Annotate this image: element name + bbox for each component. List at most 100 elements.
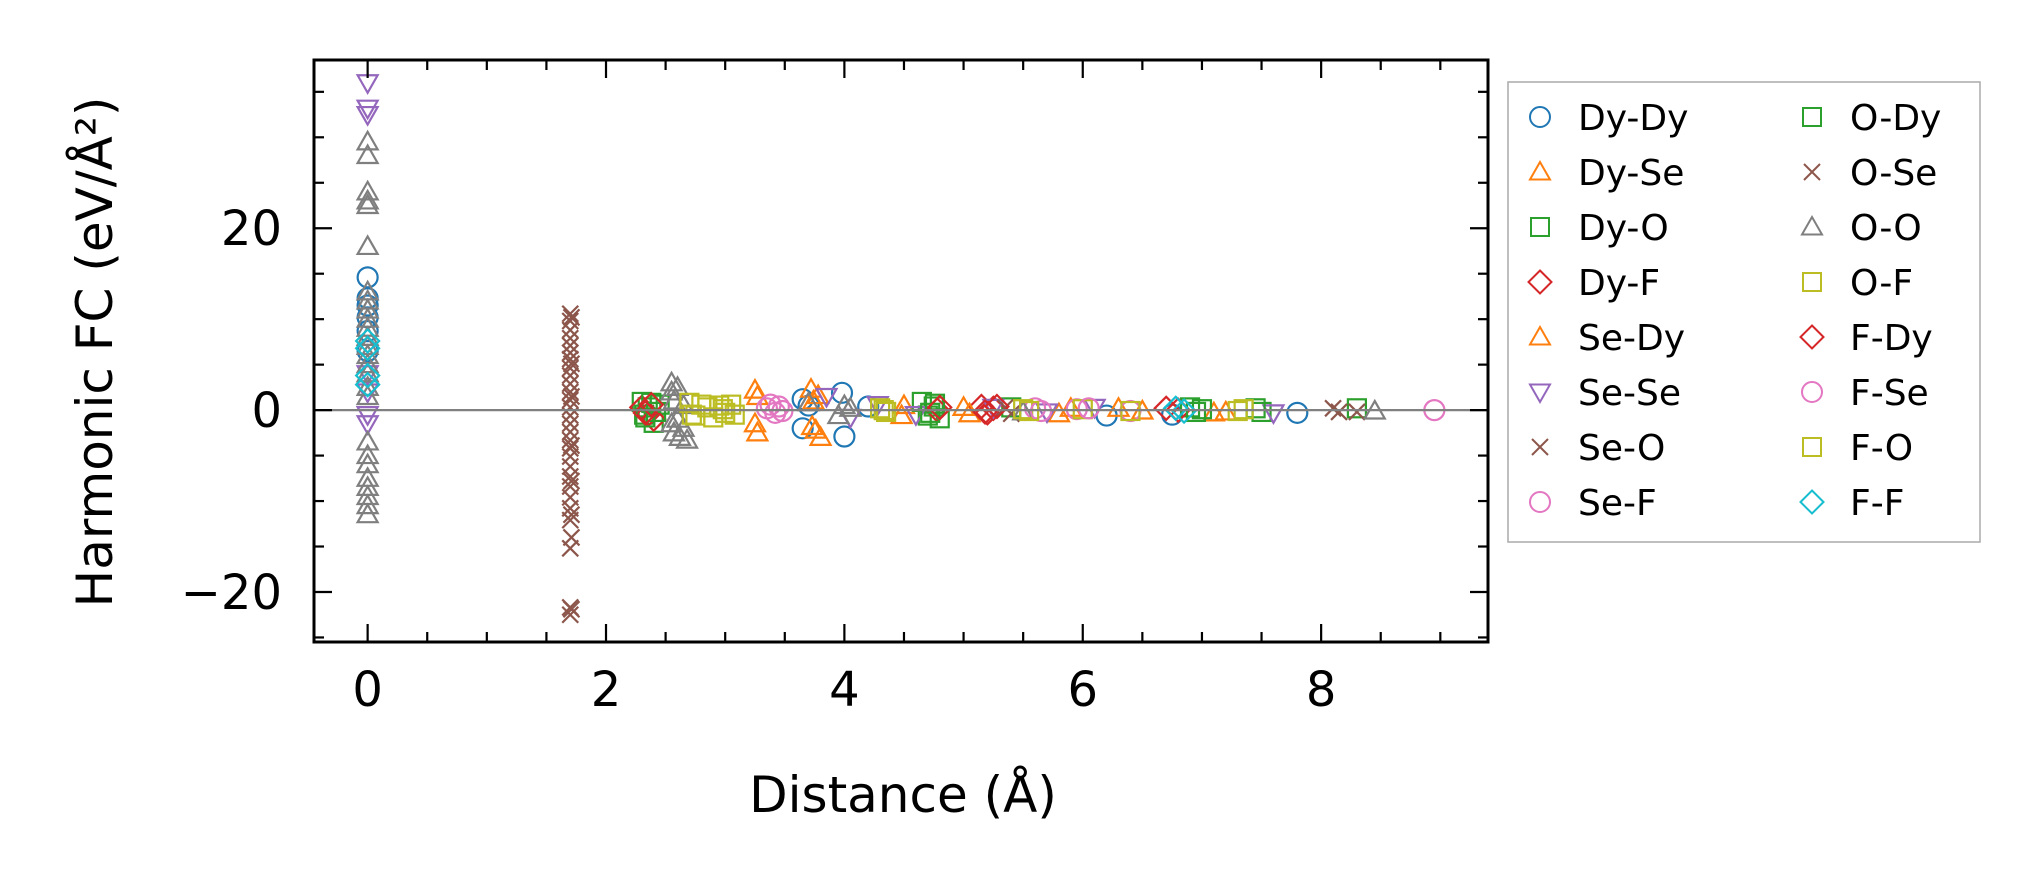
data-point [561,431,580,449]
series-o-o [355,129,1387,524]
data-point [662,388,686,410]
legend-marker [1528,324,1552,346]
series-f-f [354,327,1198,425]
legend-marker [1531,438,1549,456]
data-point [632,399,659,426]
y-tick-label: 20 [221,201,282,257]
data-point [355,99,380,121]
data-point [1261,404,1286,426]
x-tick-label: 6 [1067,662,1098,718]
legend-marker [1803,163,1821,181]
x-axis-label: Distance (Å) [749,766,1057,824]
legend-label: F-F [1850,483,1904,524]
data-point [1058,396,1083,417]
data-point [356,266,379,289]
series-f-dy [632,391,1180,426]
data-point [355,129,380,151]
data-point [355,143,380,165]
data-point [833,425,856,448]
legend-marker [1800,214,1824,236]
data-point [354,362,381,389]
data-point [562,354,581,373]
data-point [724,404,745,425]
legend-marker [1802,107,1822,127]
data-point [355,429,380,451]
data-point [562,387,581,406]
legend-item: O-F [1802,263,1913,304]
legend-item: O-Dy [1802,98,1941,139]
data-point [355,193,380,215]
legend-label: F-O [1850,428,1913,469]
data-point [638,391,665,418]
data-point [354,327,381,355]
legend-item: F-F [1799,483,1904,524]
legend-item: Dy-Dy [1529,98,1688,139]
data-point [562,505,581,524]
data-point [355,361,380,383]
x-tick-label: 0 [352,662,383,718]
data-point [562,472,581,490]
legend-marker [1799,489,1825,515]
legend-label: O-O [1850,208,1922,249]
data-point [561,383,580,401]
data-point [808,425,833,446]
data-point [561,359,580,378]
x-tick-label: 2 [591,662,622,718]
x-tick-label: 8 [1306,662,1337,718]
legend-item: F-O [1802,428,1913,469]
data-point [355,105,380,127]
legend-item: Se-Se [1528,373,1681,414]
legend-label: Se-F [1578,483,1657,524]
data-point [562,600,581,619]
data-point [801,388,826,410]
legend-marker [1802,272,1822,292]
data-point [659,379,684,401]
legend-marker [1528,383,1552,405]
y-axis-label: Harmonic FC (eV/Å²) [66,97,124,608]
legend-marker [1529,491,1551,513]
data-point [665,375,690,396]
data-point [767,395,790,418]
legend-label: Dy-Dy [1578,98,1688,139]
legend-item: Se-F [1529,483,1657,524]
data-point [889,403,914,425]
data-point [355,443,380,465]
legend-label: Se-O [1578,428,1665,469]
data-point [561,336,580,355]
data-point [743,411,767,433]
data-point [561,423,580,441]
tick-labels: 0 2 4 6 8 −20 0 20 [181,201,1337,718]
data-point [1035,403,1059,425]
data-point [355,384,380,406]
data-point [355,502,380,524]
data-point [832,393,857,415]
legend-label: O-Dy [1850,98,1941,139]
legend-item: Dy-F [1527,263,1660,304]
data-point [791,417,814,440]
data-point [876,401,897,423]
data-point [355,493,380,515]
legend-item: Se-O [1531,428,1665,469]
data-point [675,427,699,449]
legend-item: O-O [1800,208,1922,249]
legend-item: Dy-Se [1528,153,1684,194]
data-point [800,414,825,436]
data-point [662,420,686,442]
legend-marker [1528,159,1552,181]
data-point [745,420,770,442]
data-point [355,452,380,474]
legend-label: Se-Se [1578,373,1681,414]
data-point [870,398,891,419]
legend-marker [1802,437,1822,457]
data-point [996,398,1015,417]
legend-item: Se-Dy [1528,318,1685,359]
legend-item: Dy-O [1530,208,1669,249]
y-tick-label: −20 [181,565,282,621]
data-point [659,411,684,433]
data-point [759,393,782,416]
data-point [1153,395,1180,422]
axes-frame [312,58,1490,644]
data-point [1324,399,1342,418]
data-point [1077,397,1100,420]
legend-marker [1529,106,1551,128]
